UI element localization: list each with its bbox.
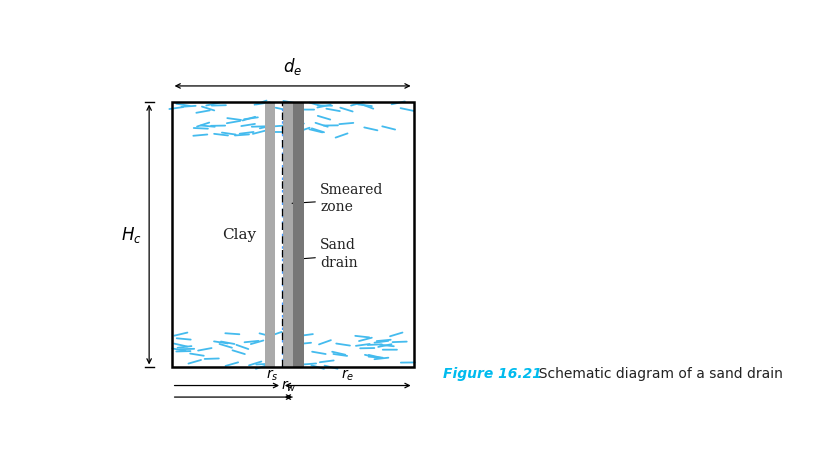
Text: Clay: Clay xyxy=(222,227,256,242)
Text: Schematic diagram of a sand drain: Schematic diagram of a sand drain xyxy=(530,367,782,381)
Bar xyxy=(171,102,414,367)
Text: $r_w$: $r_w$ xyxy=(280,379,296,394)
Bar xyxy=(265,102,275,367)
Text: $d_e$: $d_e$ xyxy=(283,56,302,77)
Text: $H_c$: $H_c$ xyxy=(121,225,141,245)
Bar xyxy=(293,102,304,367)
Text: Figure 16.21: Figure 16.21 xyxy=(443,367,542,381)
Bar xyxy=(171,102,414,367)
Text: $r_e$: $r_e$ xyxy=(341,367,354,383)
Text: Smeared
zone: Smeared zone xyxy=(320,183,384,214)
Bar xyxy=(283,102,304,367)
Text: $r_s$: $r_s$ xyxy=(266,367,279,383)
Text: Sand
drain: Sand drain xyxy=(320,238,358,270)
